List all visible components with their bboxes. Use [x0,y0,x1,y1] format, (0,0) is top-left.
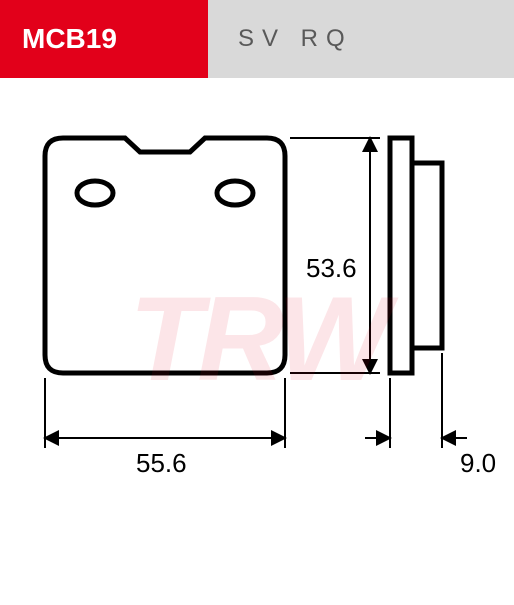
variants: SV RQ [208,0,514,78]
diagram-area: TRW 53.6 55.6 9.0 [0,78,514,600]
diagram-container: MCB19 SV RQ TRW 53.6 55.6 9.0 [0,0,514,600]
technical-drawing [0,78,514,600]
width-label: 55.6 [136,448,187,479]
header: MCB19 SV RQ [0,0,514,78]
height-label: 53.6 [306,253,357,284]
thickness-label: 9.0 [460,448,496,479]
part-number: MCB19 [0,0,208,78]
